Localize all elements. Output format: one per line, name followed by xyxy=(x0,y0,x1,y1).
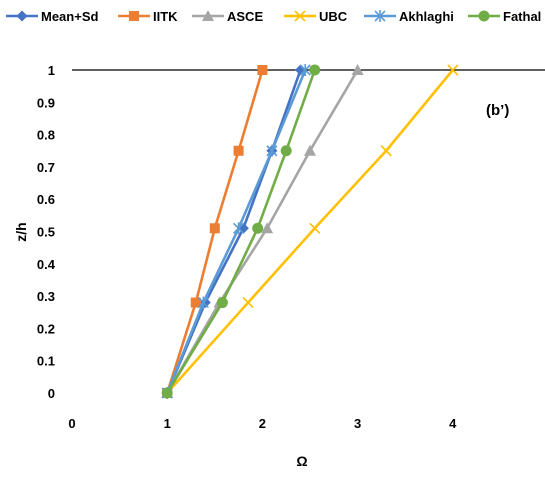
panel-label: (b’) xyxy=(486,102,509,119)
y-tick-label: 0.4 xyxy=(37,257,56,272)
legend-swatch-marker xyxy=(202,10,214,21)
series-ubc xyxy=(161,64,459,399)
legend-item: ASCE xyxy=(192,9,263,24)
x-tick-label: 2 xyxy=(259,416,266,431)
y-tick-label: 0.2 xyxy=(37,321,55,336)
data-point xyxy=(209,223,220,234)
axes: 0 0.1 0.2 0.3 0.4 0.5 0.6 0.7 0.8 0.9 1 0 1 2 3 4 xyxy=(37,63,545,431)
legend-label: Akhlaghi xyxy=(399,9,454,24)
data-point xyxy=(161,387,173,399)
legend-swatch-marker xyxy=(16,10,28,22)
data-point xyxy=(299,64,311,76)
legend-label: UBC xyxy=(319,9,348,24)
data-point xyxy=(233,145,244,156)
legend: Mean+Sd IITK ASCE UBC Akhlaghi Fathal xyxy=(6,9,541,24)
y-axis-title: z/h xyxy=(13,222,29,241)
series-iitk xyxy=(162,65,268,398)
series-mean-sd xyxy=(161,64,306,399)
y-tick-label: 0.1 xyxy=(37,354,55,369)
y-tick-label: 1 xyxy=(48,63,55,78)
legend-item: Fathal xyxy=(468,9,541,24)
data-point xyxy=(252,222,264,234)
data-point xyxy=(242,296,254,309)
legend-item: IITK xyxy=(118,9,178,24)
x-tick-label: 4 xyxy=(449,416,457,431)
y-tick-label: 0.3 xyxy=(37,289,55,304)
series-fathal xyxy=(161,64,321,399)
legend-label: Mean+Sd xyxy=(41,9,98,24)
legend-swatch-marker xyxy=(478,10,490,22)
data-point xyxy=(351,64,364,75)
legend-swatch-marker xyxy=(294,10,306,22)
data-point xyxy=(257,65,268,75)
legend-swatch-marker xyxy=(374,10,386,22)
data-point xyxy=(216,297,228,309)
data-point xyxy=(190,297,201,308)
data-point xyxy=(233,222,245,235)
data-point xyxy=(380,145,392,157)
legend-item: Mean+Sd xyxy=(6,9,98,24)
y-tick-label: 0.7 xyxy=(37,160,55,175)
legend-swatch-marker xyxy=(129,11,139,21)
legend-item: Akhlaghi xyxy=(364,9,454,24)
data-point xyxy=(447,64,459,76)
y-tick-label: 0.5 xyxy=(37,225,55,240)
series-layer xyxy=(161,64,459,399)
legend-item: UBC xyxy=(284,9,348,24)
x-tick-label: 1 xyxy=(164,416,171,431)
x-tick-label: 0 xyxy=(68,416,75,431)
x-axis-title: Ω xyxy=(296,453,307,469)
data-point xyxy=(261,222,274,234)
y-tick-label: 0.6 xyxy=(37,192,55,207)
series-akhlaghi xyxy=(161,64,311,399)
data-point xyxy=(309,222,321,234)
y-tick-label: 0.8 xyxy=(37,128,55,143)
data-point xyxy=(304,144,316,156)
x-tick-label: 3 xyxy=(354,416,361,431)
data-point xyxy=(197,296,209,309)
data-point xyxy=(309,64,321,76)
data-point xyxy=(280,145,292,157)
y-tick-label: 0.9 xyxy=(37,95,55,110)
legend-label: IITK xyxy=(153,9,178,24)
data-point xyxy=(266,144,278,157)
legend-label: Fathal xyxy=(503,9,541,24)
y-tick-label: 0 xyxy=(48,386,55,401)
legend-label: ASCE xyxy=(227,9,263,24)
